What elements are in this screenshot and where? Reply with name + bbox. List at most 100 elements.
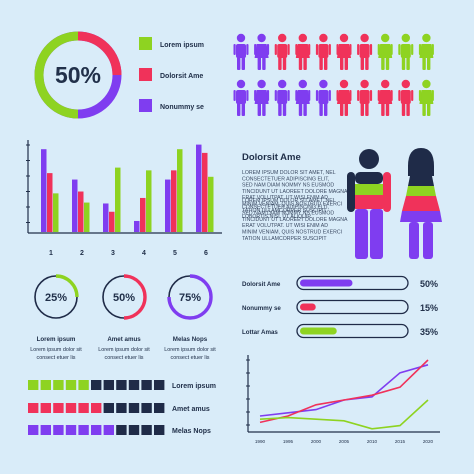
- gender-paragraph-2: LOREM IPSUM DOLOR SIT AMET, NELCONSECTET…: [242, 198, 348, 242]
- block-cell: [28, 380, 39, 390]
- person-icon: [233, 33, 249, 70]
- block-cell: [53, 425, 64, 435]
- line-chart-x-tick: 1990: [255, 439, 266, 444]
- person-icon: [295, 79, 311, 116]
- small-donut: 25% Lorem ipsum Lorem ipsum dolor sit conse…: [30, 274, 82, 361]
- person-icon: [274, 33, 290, 70]
- line-series: [259, 399, 429, 430]
- small-donut-caption: Lorem ipsum dolor sit: [98, 347, 150, 353]
- person-icon: [398, 79, 414, 116]
- bar-chart-x-tick: 6: [204, 250, 208, 257]
- bar-chart-x-tick: 3: [111, 250, 115, 257]
- small-donut-group: 25% Lorem ipsum Lorem ipsum dolor sit conse…: [30, 274, 216, 361]
- main-donut: 50%: [34, 31, 122, 119]
- bar: [134, 220, 140, 232]
- paragraph-line: CONSECTETUER ADIPISCING ELIT,: [242, 176, 329, 182]
- main-donut-green-arc: [34, 31, 79, 119]
- line-chart-x-tick: 2005: [339, 439, 350, 444]
- bar: [177, 149, 183, 232]
- small-donut-value: 75%: [179, 292, 201, 304]
- block-cell: [103, 403, 114, 413]
- block-cell: [128, 380, 140, 390]
- block-cell: [78, 425, 89, 435]
- block-cell: [65, 403, 77, 413]
- bar: [115, 167, 121, 232]
- small-donut-title: Amet amus: [107, 336, 141, 343]
- block-cell: [53, 380, 64, 390]
- block-cell: [28, 425, 39, 435]
- main-donut-legend: Lorem ipsum Dolorsit Ame Nonummy se: [139, 37, 204, 112]
- block-cell: [154, 425, 165, 435]
- legend-swatch-green: [139, 37, 152, 50]
- legend-swatch-purple: [139, 99, 152, 112]
- paragraph-line: LOREM IPSUM DOLOR SIT AMET, NEL: [242, 198, 336, 204]
- progress-value: 35%: [420, 327, 438, 337]
- person-icon: [254, 33, 270, 70]
- person-icon: [233, 79, 249, 116]
- legend-swatch-red: [139, 68, 152, 81]
- block-row-label: Melas Nops: [172, 428, 211, 435]
- block-row: Melas Nops: [28, 425, 211, 435]
- paragraph-line: ERAT VOLUTPAT. UT WISI ENIM AD: [242, 195, 328, 201]
- progress-bars: Dolorsit Ame 50% Nonummy se 15% Lottar Amas 3…: [242, 275, 438, 339]
- block-cell: [128, 425, 140, 435]
- person-icon: [315, 33, 331, 70]
- block-cell: [141, 380, 152, 390]
- small-donut-caption: Lorem ipsum dolor sit: [164, 347, 216, 353]
- progress-track: [296, 323, 409, 339]
- progress-label: Dolorsit Ame: [242, 281, 281, 288]
- small-donut-arc: [123, 274, 147, 320]
- block-cell: [65, 380, 77, 390]
- block-cell: [141, 425, 152, 435]
- block-cell: [28, 403, 39, 413]
- bar: [53, 193, 59, 232]
- small-donut-value: 50%: [113, 292, 135, 304]
- line-series: [259, 359, 429, 424]
- small-donut-arc: [55, 274, 79, 298]
- bar-chart-x-tick: 1: [49, 250, 53, 257]
- small-donut-caption: consect etuer lis: [105, 355, 144, 361]
- bar: [103, 203, 109, 232]
- small-donut: 75% Melas Nops Lorem ipsum dolor sit consec…: [164, 274, 216, 361]
- block-cell: [154, 380, 165, 390]
- line-chart-x-tick: 2000: [311, 439, 322, 444]
- bar: [208, 176, 214, 232]
- person-icon: [295, 33, 311, 70]
- block-cell: [128, 403, 140, 413]
- person-icon: [336, 79, 352, 116]
- small-donut-caption: Lorem ipsum dolor sit: [30, 347, 82, 353]
- block-row: Lorem ipsum: [28, 380, 216, 390]
- block-cell: [91, 380, 102, 390]
- bar: [78, 191, 84, 232]
- block-cell: [116, 403, 127, 413]
- block-cell: [103, 425, 114, 435]
- bar: [84, 202, 90, 232]
- block-cell: [91, 403, 102, 413]
- paragraph-line: TATION ULLAMCORPER SUSCIPIT: [242, 236, 327, 242]
- bar: [109, 211, 115, 232]
- bar: [72, 179, 78, 232]
- progress-value: 50%: [420, 279, 438, 289]
- line-chart: 1990 1995 2000 2005 2010 2015 2020: [246, 355, 440, 444]
- person-icon: [418, 79, 434, 116]
- bar-chart-x-tick: 2: [80, 250, 84, 257]
- legend-label-1: Lorem ipsum: [160, 42, 204, 49]
- block-cell: [40, 425, 51, 435]
- person-icon: [357, 33, 373, 70]
- progress-row: Dolorsit Ame 50%: [242, 275, 438, 291]
- block-row-label: Lorem ipsum: [172, 383, 216, 390]
- progress-fill: [300, 279, 353, 287]
- person-icon: [377, 79, 393, 116]
- progress-row: Nonummy se 15%: [242, 299, 438, 315]
- paragraph-line: LOREM IPSUM DOLOR SIT AMET, NEL: [242, 170, 336, 176]
- block-cell: [78, 403, 89, 413]
- line-chart-x-tick: 2015: [395, 439, 406, 444]
- progress-value: 15%: [420, 303, 438, 313]
- bar: [196, 144, 202, 232]
- male-figure-icon: [347, 149, 391, 259]
- small-donut-title: Melas Nops: [173, 336, 208, 343]
- gender-section: Dolorsit Ame LOREM IPSUM DOLOR SIT AMET,…: [242, 148, 442, 259]
- paragraph-line: TATION ULLAMCORPER SUSCIPIT: [242, 208, 327, 214]
- paragraph-line: MINIM VENIAM, QUIS NOSTRUD EXERCI: [242, 202, 342, 208]
